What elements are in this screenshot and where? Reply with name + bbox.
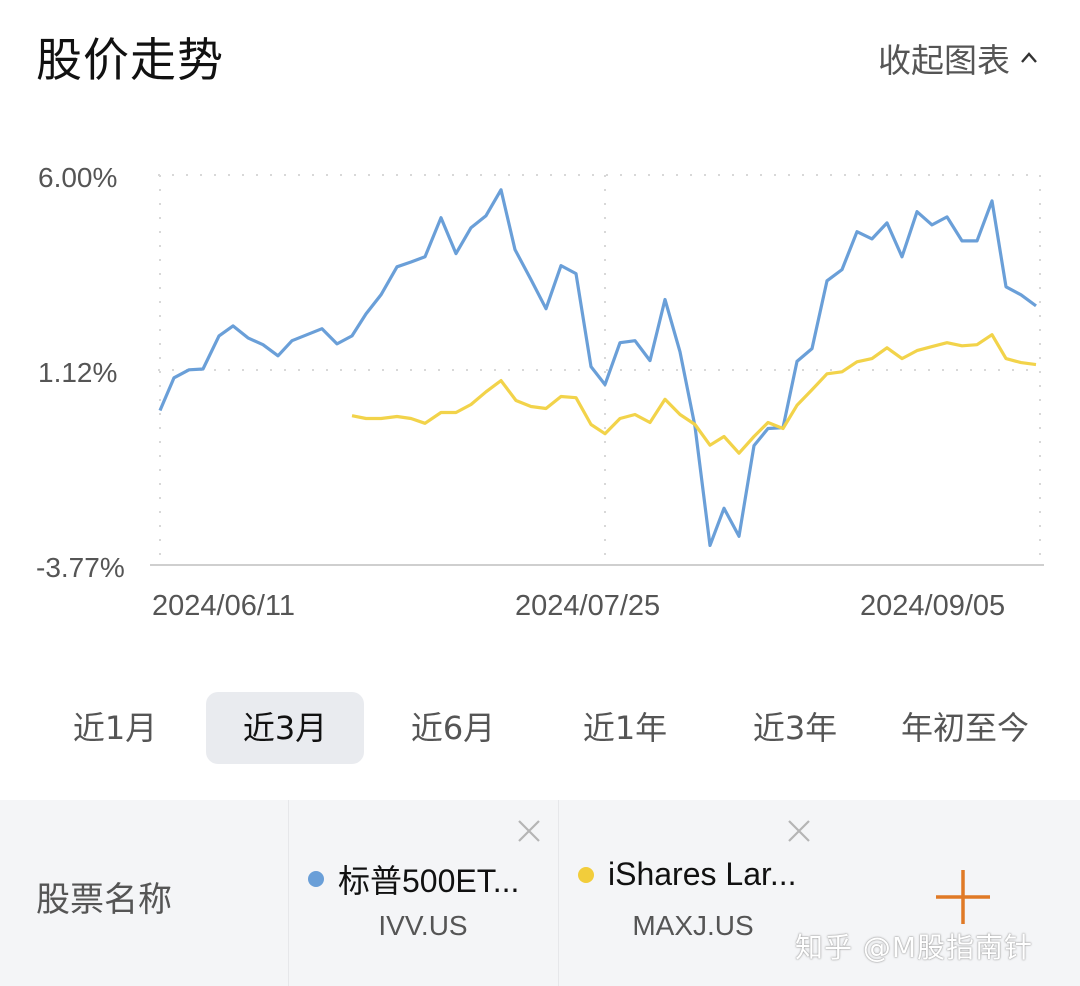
x-tick-label: 2024/07/25 <box>515 590 661 622</box>
divider <box>558 800 559 986</box>
series-color-dot <box>578 866 594 883</box>
compare-stock-maxj[interactable]: iShares Lar... MAXJ.US <box>558 800 828 986</box>
tab-1-month[interactable]: 近1月 <box>72 709 158 747</box>
page-title: 股价走势 <box>36 33 224 87</box>
divider <box>288 800 289 986</box>
header: 股价走势 收起图表 <box>0 0 1080 110</box>
collapse-chart-label: 收起图表 <box>878 41 1010 80</box>
tab-1-year[interactable]: 近1年 <box>582 709 668 747</box>
y-tick-label: 1.12% <box>38 357 118 388</box>
tab-6-months[interactable]: 近6月 <box>410 709 496 747</box>
x-tick-label: 2024/06/11 <box>152 590 295 622</box>
close-icon[interactable] <box>516 818 542 844</box>
watermark: 知乎 @M股指南针 <box>795 931 1034 964</box>
stock-name: 标普500ET... <box>338 863 520 899</box>
series-color-dot <box>308 871 324 887</box>
stock-name: iShares Lar... <box>608 856 797 892</box>
plus-icon[interactable] <box>930 864 996 930</box>
y-tick-label: 6.00% <box>38 162 118 193</box>
compare-stock-ivv[interactable]: 标普500ET... IVV.US <box>288 800 558 986</box>
chart-plot-area[interactable] <box>0 140 1080 580</box>
stock-name-label: 股票名称 <box>36 880 172 920</box>
stock-code: MAXJ.US <box>632 910 754 941</box>
close-icon[interactable] <box>786 818 812 844</box>
tab-3-months[interactable]: 近3月 <box>206 692 364 764</box>
maxj-series-line <box>351 333 1037 455</box>
tab-3-years[interactable]: 近3年 <box>752 709 838 747</box>
stock-code: IVV.US <box>378 910 468 941</box>
time-range-tabs: 近1月 近3月 近6月 近1年 近3年 年初至今 <box>0 692 1080 766</box>
price-chart: 6.00% 1.12% -3.77% 2024/06/11 2024/07/25… <box>0 140 1080 640</box>
x-tick-label: 2024/09/05 <box>860 590 1006 622</box>
tab-ytd[interactable]: 年初至今 <box>900 709 1029 747</box>
ivv-series-line <box>158 188 1037 547</box>
collapse-chart-button[interactable]: 收起图表 <box>878 34 1040 82</box>
compare-stocks-panel: 股票名称 标普500ET... IVV.US iShares Lar... MA… <box>0 800 1080 986</box>
y-tick-label: -3.77% <box>36 552 125 583</box>
chevron-up-icon <box>1021 52 1037 63</box>
